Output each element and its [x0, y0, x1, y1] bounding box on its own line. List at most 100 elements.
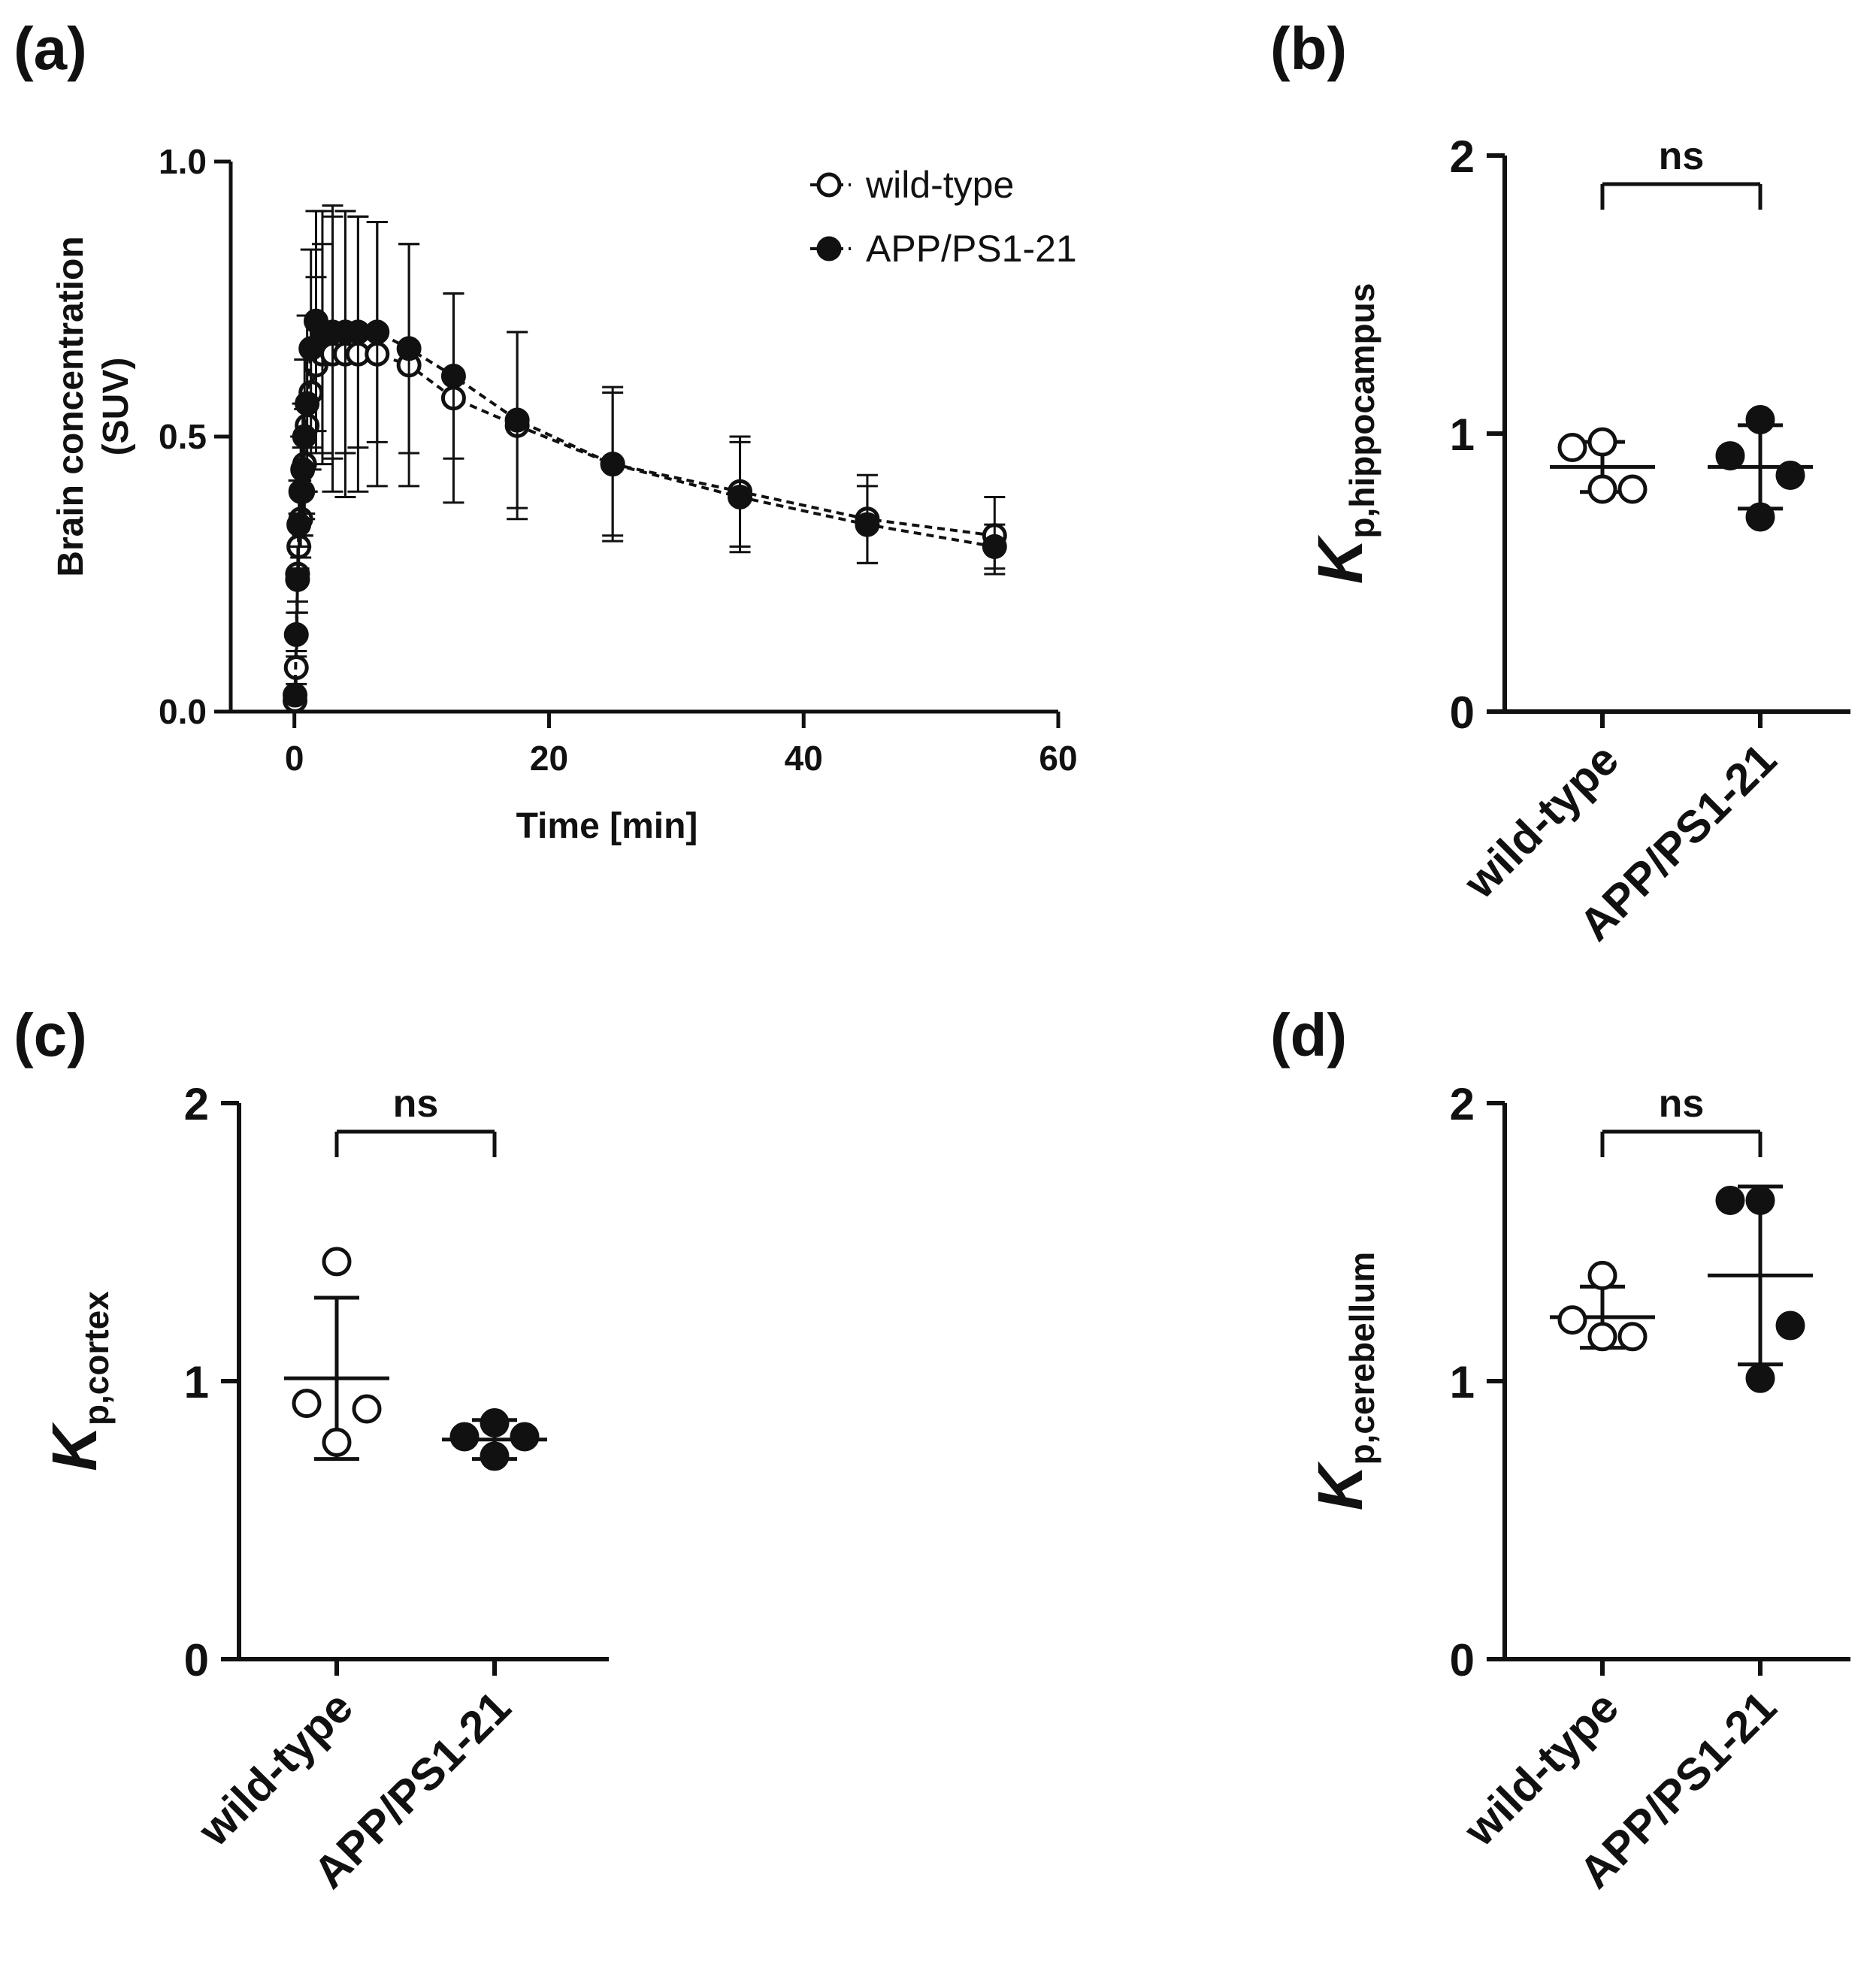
data-point — [449, 1422, 480, 1452]
group-wild-type — [284, 1247, 389, 1462]
data-point — [1745, 405, 1775, 434]
x-tick-label-a: 60 — [1039, 739, 1077, 778]
y-axis-title-main: K — [1305, 1461, 1375, 1510]
data-point — [295, 391, 320, 416]
data-point — [1587, 1322, 1617, 1352]
data-point — [480, 1408, 510, 1437]
data-point — [855, 512, 880, 537]
data-point — [1617, 474, 1648, 504]
y-axis-title-a: Brain concentration (SUV) — [51, 236, 136, 576]
legend-marker — [816, 172, 842, 198]
y-tick-label-a: 0.0 — [159, 692, 207, 731]
data-point — [480, 1441, 510, 1471]
y-tick-label: 0 — [1450, 688, 1475, 738]
data-point — [504, 407, 530, 433]
data-point — [1557, 1305, 1587, 1335]
significance-label: ns — [1659, 1082, 1705, 1126]
data-point — [286, 512, 312, 537]
group-app-ps1-21 — [442, 1408, 547, 1471]
y-axis-title-main: K — [1305, 534, 1375, 584]
y-tick-label: 2 — [1450, 1079, 1475, 1129]
y-axis-title: Kp,cerebellum — [1305, 1252, 1381, 1510]
series-app-ps1-21 — [283, 204, 1007, 708]
legend-label: APP/PS1-21 — [866, 228, 1077, 270]
data-point — [1775, 1310, 1805, 1341]
legend-label: wild-type — [865, 164, 1014, 206]
y-tick-label: 2 — [184, 1079, 209, 1129]
y-tick-label-a: 0.5 — [159, 417, 207, 456]
data-point — [600, 452, 625, 477]
x-tick-label-a: 0 — [285, 739, 304, 778]
data-point — [283, 622, 309, 648]
y-axis-title-sub: p,cerebellum — [1342, 1252, 1381, 1465]
y-tick-label: 1 — [184, 1357, 209, 1407]
series-wild-type — [283, 210, 1007, 713]
data-point — [1745, 502, 1775, 532]
significance-label: ns — [1659, 135, 1705, 178]
panel-label-d: (d) — [1270, 1002, 1347, 1069]
y-axis-title-line-a: Brain concentration — [51, 236, 91, 576]
data-point — [288, 479, 313, 504]
data-point — [440, 363, 466, 388]
data-point — [322, 1247, 352, 1277]
panel-label-c: (c) — [14, 1002, 87, 1069]
y-axis-title-sub: p,cortex — [77, 1291, 116, 1425]
data-point — [982, 534, 1007, 559]
legend-a: wild-type APP/PS1-21 — [810, 164, 1077, 270]
data-point — [1715, 1186, 1745, 1215]
data-point — [396, 336, 422, 361]
panel-label-b: (b) — [1270, 15, 1347, 82]
data-point — [1617, 1322, 1648, 1352]
y-axis-title-sub: p,hippocampus — [1342, 283, 1381, 539]
y-tick-label: 2 — [1450, 132, 1475, 182]
group-wild-type — [1550, 427, 1655, 504]
y-axis-title-line-a: (SUV) — [96, 358, 136, 456]
data-point — [322, 1427, 352, 1457]
panel-b: (b) 012wild-typeAPP/PS1-21Kp,hippocampus… — [1270, 15, 1850, 951]
x-tick-label-a: 20 — [530, 739, 568, 778]
panel-d: (d) 012wild-typeAPP/PS1-21Kp,cerebellumn… — [1270, 1002, 1850, 1898]
data-point — [298, 336, 324, 361]
data-point — [1587, 1260, 1617, 1290]
data-point — [283, 682, 308, 708]
y-axis-title: Kp,hippocampus — [1305, 283, 1381, 585]
data-point — [1745, 1363, 1775, 1393]
panel-label-a: (a) — [14, 15, 87, 82]
data-point — [285, 567, 310, 592]
series-line — [293, 316, 995, 696]
data-point — [1775, 461, 1805, 490]
data-point — [292, 424, 317, 449]
data-point — [292, 1389, 322, 1419]
group-wild-type — [1550, 1260, 1655, 1352]
data-point — [1587, 474, 1617, 504]
x-axis-title-a: Time [min] — [516, 806, 698, 846]
data-point — [1557, 433, 1587, 462]
data-point — [728, 485, 753, 510]
data-point — [510, 1422, 540, 1452]
data-point — [1745, 1186, 1775, 1215]
y-tick-label: 1 — [1450, 410, 1475, 460]
panel-a: (a) 0.0 0.5 1.0 0 20 40 60 Time [min] Brain conc… — [14, 15, 1078, 846]
y-tick-label-a: 1.0 — [159, 142, 207, 181]
data-point — [1715, 441, 1745, 471]
y-axis-title-main: K — [39, 1422, 110, 1471]
data-point — [1587, 427, 1617, 457]
group-app-ps1-21 — [1708, 405, 1813, 532]
y-tick-label: 0 — [184, 1635, 209, 1685]
y-tick-label: 1 — [1450, 1357, 1475, 1407]
data-point — [290, 457, 316, 482]
data-point — [352, 1394, 382, 1424]
significance-label: ns — [393, 1082, 439, 1126]
group-app-ps1-21 — [1708, 1184, 1813, 1393]
data-point — [365, 319, 390, 345]
plot-area-a: 0.0 0.5 1.0 0 20 40 60 Time [min] Brain concentr… — [51, 142, 1078, 846]
x-tick-label-a: 40 — [785, 739, 823, 778]
y-tick-label: 0 — [1450, 1635, 1475, 1685]
legend-marker — [816, 236, 842, 261]
y-axis-title: Kp,cortex — [39, 1291, 116, 1471]
